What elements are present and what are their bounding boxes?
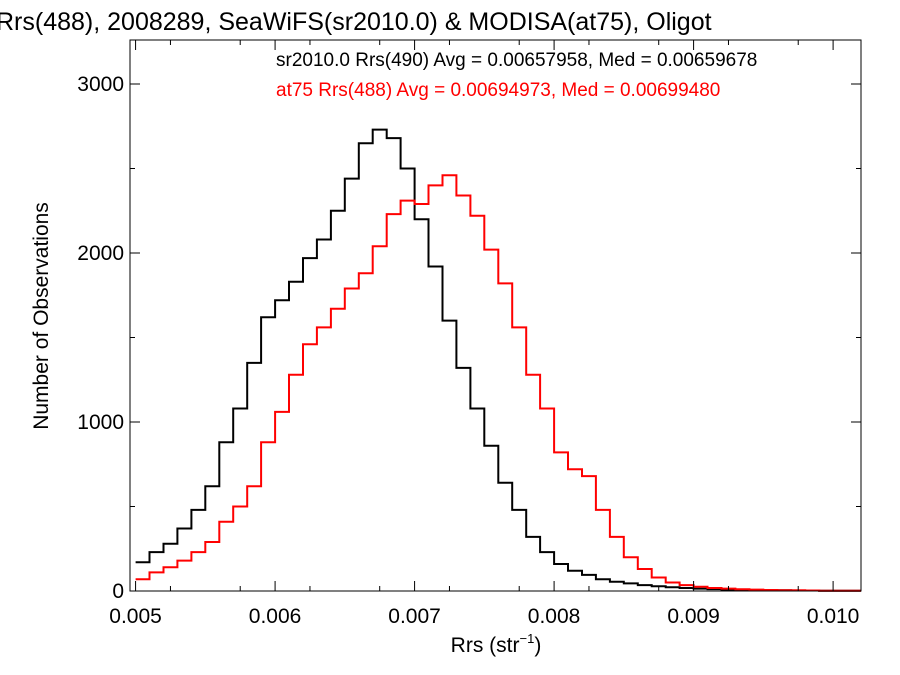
y-tick-label-0: 0 — [112, 580, 124, 603]
y-tick-label-3: 3000 — [77, 73, 124, 96]
x-tick-label-2: 0.007 — [388, 605, 441, 628]
tick-layer: 0.005 0.006 0.007 0.008 0.009 0.010 0 1000 2000 3… — [77, 40, 861, 628]
annotation-black: sr2010.0 Rrs(490) Avg = 0.00657958, Med … — [276, 50, 757, 71]
y-axis-label: Number of Observations — [30, 202, 53, 430]
y-tick-label-2: 2000 — [77, 242, 124, 265]
x-tick-label-1: 0.006 — [249, 605, 302, 628]
series-line-0 — [135, 128, 861, 592]
annotation-red: at75 Rrs(488) Avg = 0.00694973, Med = 0.… — [276, 80, 720, 101]
x-axis-label-sup: −1 — [520, 631, 535, 646]
series-line-1 — [135, 174, 861, 592]
chart-title: Rrs(488), 2008289, SeaWiFS(sr2010.0) & M… — [0, 8, 712, 36]
series-layer — [135, 128, 861, 592]
x-axis-label-close: ) — [534, 634, 541, 657]
plot-frame — [129, 39, 862, 592]
x-tick-label-4: 0.009 — [667, 605, 720, 628]
x-tick-label-0: 0.005 — [109, 605, 162, 628]
x-tick-label-5: 0.010 — [807, 605, 860, 628]
y-tick-label-1: 1000 — [77, 411, 124, 434]
x-axis-label-main: Rrs (str — [451, 634, 520, 657]
x-axis-label: Rrs (str−1) — [451, 631, 542, 657]
x-tick-label-3: 0.008 — [528, 605, 581, 628]
